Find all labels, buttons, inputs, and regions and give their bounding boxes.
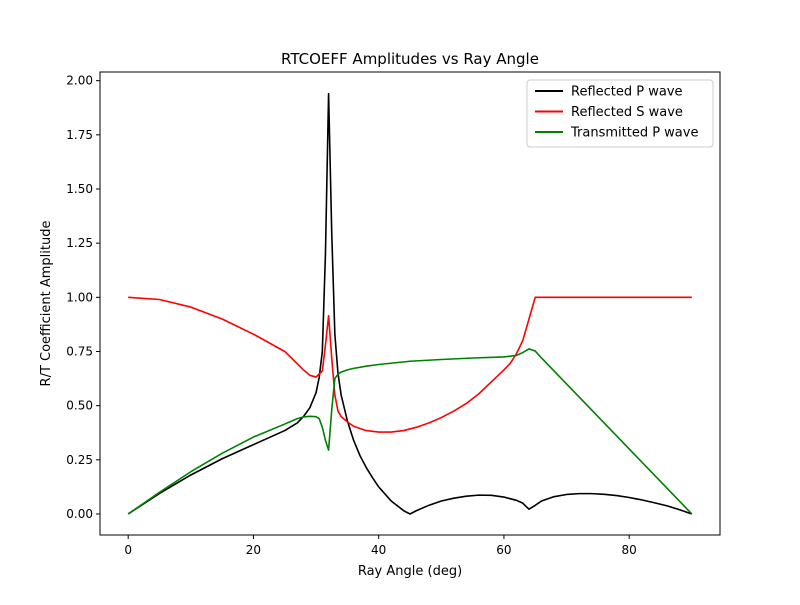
y-tick-label: 1.00: [66, 290, 93, 304]
x-axis-ticks: 0 20 40 60 80: [124, 535, 637, 557]
y-tick-label: 0.50: [66, 399, 93, 413]
y-axis-label: R/T Coefficient Amplitude: [39, 221, 54, 387]
x-tick-label: 40: [371, 543, 386, 557]
x-tick-label: 20: [246, 543, 261, 557]
y-tick-label: 0.00: [66, 507, 93, 521]
series-line-2: [128, 296, 692, 433]
legend-label-3: Transmitted P wave: [570, 126, 698, 141]
y-tick-label: 1.25: [66, 236, 93, 250]
legend: Reflected P wave Reflected S wave Transmit…: [526, 79, 714, 148]
x-tick-label: 0: [124, 543, 132, 557]
x-tick-label: 60: [496, 543, 511, 557]
x-tick-label: 80: [622, 543, 637, 557]
series-line-3: [127, 348, 693, 515]
legend-box: [526, 79, 714, 148]
y-tick-label: 1.75: [66, 128, 93, 142]
y-tick-label: 1.50: [66, 182, 93, 196]
legend-label-2: Reflected S wave: [571, 105, 683, 120]
y-axis-ticks: 0.00 0.25 0.50 0.75 1.00 1.25 1.50 1.75 2.00: [66, 74, 100, 521]
chart-title: RTCOEFF Amplitudes vs Ray Angle: [281, 50, 539, 68]
x-axis-label: Ray Angle (deg): [358, 564, 462, 579]
legend-label-1: Reflected P wave: [571, 85, 683, 100]
series-layer: [127, 92, 693, 515]
plot-frame: [99, 71, 721, 536]
y-tick-label: 2.00: [66, 74, 93, 88]
y-tick-label: 0.25: [66, 453, 93, 467]
series-line-1: [127, 92, 693, 515]
y-tick-label: 0.75: [66, 344, 93, 358]
